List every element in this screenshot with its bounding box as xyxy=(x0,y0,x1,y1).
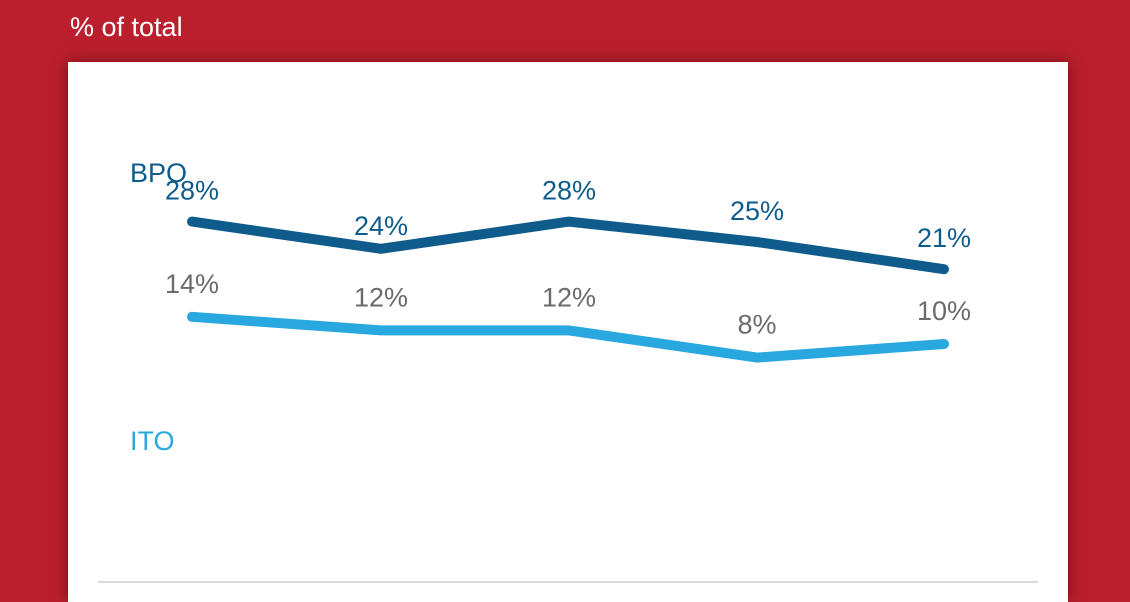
data-label: 8% xyxy=(737,310,776,340)
data-label: 10% xyxy=(917,296,971,326)
data-label: 28% xyxy=(165,176,219,206)
data-label: 14% xyxy=(165,269,219,299)
data-label: 12% xyxy=(354,282,408,312)
data-label: 12% xyxy=(542,282,596,312)
data-label: 24% xyxy=(354,211,408,241)
data-label: 21% xyxy=(917,223,971,253)
chart-panel: 28% 24% 28% 25% 21% BPO 14% 12% 12% 8% 10% ITO xyxy=(68,62,1068,602)
data-label: 28% xyxy=(542,176,596,206)
chart-title: % of total xyxy=(70,12,183,42)
series-line-bpo xyxy=(187,216,949,275)
series-label-bpo: BPO xyxy=(130,158,187,188)
line-chart: 28% 24% 28% 25% 21% BPO 14% 12% 12% 8% 10% ITO xyxy=(98,158,1038,583)
data-label: 25% xyxy=(730,196,784,226)
series-line-ito xyxy=(187,311,949,363)
series-label-ito: ITO xyxy=(130,426,175,456)
